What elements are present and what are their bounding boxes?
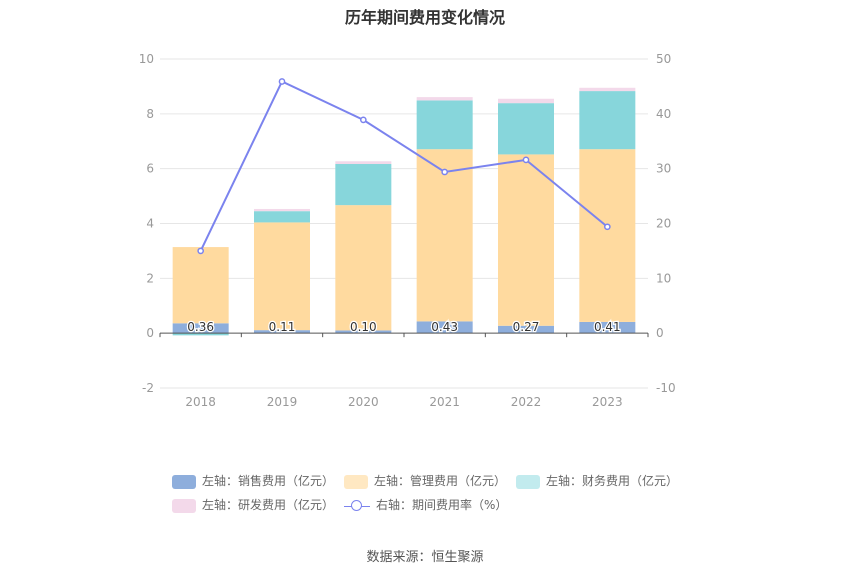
- bar-segment: [172, 323, 229, 334]
- legend-label-admin: 左轴：管理费用（亿元）: [374, 474, 507, 488]
- left-tick-label: -2: [142, 381, 154, 395]
- sales-data-label: 0.11: [269, 320, 296, 334]
- legend-label-rate: 右轴：期间费用率（%）: [376, 498, 508, 512]
- bar-segment: [335, 330, 392, 334]
- chart-plot: -2 0 2 4 6 8 10 -10 0 10 20 30 40 50 2018 2019 2020 202…: [139, 52, 676, 409]
- x-tick-label: 2022: [511, 395, 542, 409]
- legend-item-admin[interactable]: 左轴：管理费用（亿元）: [344, 472, 506, 490]
- sales-data-label: 0.27: [513, 320, 540, 334]
- data-label-layer: 0.36 0.11 0.10 0.43 0.27 0.41: [186, 319, 622, 336]
- x-tick-label: 2018: [185, 395, 216, 409]
- source-note: 数据来源：恒生聚源: [366, 550, 484, 565]
- bar-segment: [172, 333, 229, 336]
- bar-segment: [254, 222, 310, 331]
- right-tick-label: 0: [656, 326, 664, 340]
- x-tick-label: 2019: [267, 395, 298, 409]
- bar-segment: [498, 98, 554, 104]
- legend-label-rd: 左轴：研发费用（亿元）: [202, 498, 335, 512]
- left-axis: -2 0 2 4 6 8 10: [139, 52, 154, 395]
- legend-swatch-rd: [172, 498, 196, 513]
- bar-segment: [579, 149, 636, 322]
- bar-layer: [172, 87, 636, 336]
- bar-segment: [416, 97, 473, 101]
- right-tick-label: 40: [656, 107, 671, 121]
- legend-label-finance: 左轴：财务费用（亿元）: [546, 474, 679, 488]
- left-tick-label: 0: [146, 326, 154, 340]
- legend-swatch-sales: [172, 474, 196, 489]
- rate-point: [197, 247, 205, 255]
- legend-line-icon: [344, 499, 370, 513]
- line-layer: [197, 78, 611, 255]
- right-tick-label: 10: [656, 271, 671, 285]
- x-axis: 2018 2019 2020 2021 2022 2023: [185, 395, 622, 409]
- legend-item-rate[interactable]: 右轴：期间费用率（%）: [344, 496, 507, 514]
- sales-data-label: 0.41: [594, 320, 621, 334]
- rate-point: [359, 116, 367, 124]
- right-tick-label: 20: [656, 217, 671, 231]
- x-tick-label: 2023: [592, 395, 623, 409]
- bar-segment: [579, 87, 636, 92]
- legend-item-finance[interactable]: 左轴：财务费用（亿元）: [516, 472, 678, 490]
- bar-segment: [416, 100, 473, 150]
- bar-segment: [416, 321, 473, 334]
- rate-point: [522, 156, 530, 164]
- bar-segment: [254, 330, 310, 334]
- legend-item-sales[interactable]: 左轴：销售费用（亿元）: [172, 472, 334, 490]
- left-tick-label: 4: [146, 217, 154, 231]
- sales-data-label: 0.36: [187, 320, 214, 334]
- bar-segment: [172, 247, 229, 324]
- rate-point: [278, 78, 286, 85]
- chart-title: 历年期间费用变化情况: [344, 8, 505, 27]
- zero-axis: [159, 332, 649, 338]
- x-tick-label: 2020: [348, 395, 379, 409]
- bar-segment: [335, 161, 392, 165]
- bar-segment: [579, 91, 636, 150]
- rate-line: [199, 80, 608, 252]
- right-axis: -10 0 10 20 30 40 50: [656, 52, 676, 395]
- bar-segment: [254, 208, 310, 212]
- legend-swatch-finance: [516, 474, 540, 489]
- bar-segment: [416, 149, 473, 322]
- sales-data-label: 0.10: [350, 320, 377, 334]
- bar-segment: [498, 325, 554, 334]
- x-tick-label: 2021: [429, 395, 460, 409]
- right-tick-label: 50: [656, 52, 671, 66]
- left-tick-label: 6: [146, 162, 154, 176]
- grid-layer: [160, 58, 648, 389]
- legend-swatch-admin: [344, 474, 368, 489]
- bar-segment: [498, 154, 554, 326]
- bar-segment: [579, 321, 636, 334]
- right-tick-label: 30: [656, 162, 671, 176]
- left-tick-label: 8: [146, 107, 154, 121]
- legend-item-rd[interactable]: 左轴：研发费用（亿元）: [172, 496, 334, 514]
- left-tick-label: 10: [139, 52, 154, 66]
- right-tick-label: -10: [656, 381, 676, 395]
- bar-segment: [498, 103, 554, 155]
- rate-point: [441, 168, 449, 176]
- bar-segment: [335, 205, 392, 331]
- sales-data-label: 0.43: [431, 320, 458, 334]
- left-tick-label: 2: [146, 271, 154, 285]
- bar-segment: [254, 211, 310, 223]
- bar-segment: [335, 164, 392, 206]
- legend-label-sales: 左轴：销售费用（亿元）: [202, 474, 335, 488]
- rate-point: [603, 223, 611, 231]
